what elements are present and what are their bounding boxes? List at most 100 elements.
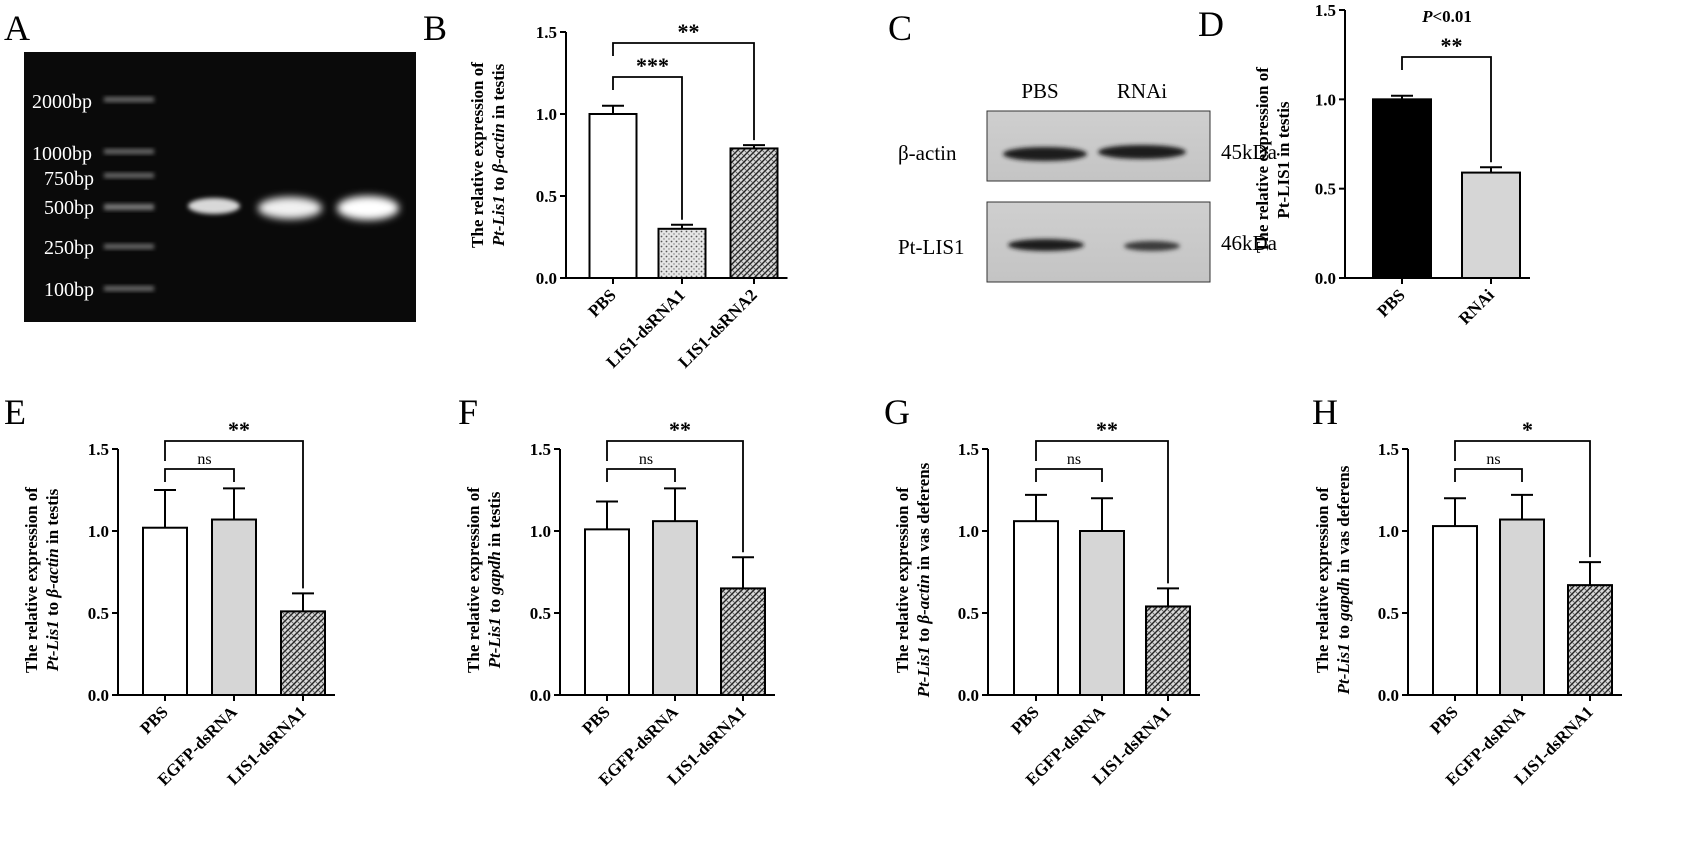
y-tick-label: 0.5 bbox=[1378, 604, 1399, 623]
chart-panel-f: F0.00.51.01.5PBSEGFP-dsRNALIS1-dsRNA1ns*… bbox=[458, 392, 775, 789]
y-axis-label: The relative expression of bbox=[1253, 67, 1272, 253]
ladder-label: 750bp bbox=[44, 168, 94, 190]
category-label: PBS bbox=[1007, 702, 1042, 737]
significance-label: * bbox=[1522, 417, 1533, 442]
row-label: Pt-LIS1 bbox=[898, 235, 965, 259]
y-axis-label: The relative expression of bbox=[22, 487, 41, 673]
significance-bracket bbox=[1454, 440, 1591, 558]
bar bbox=[720, 587, 766, 697]
chart-panel-e: E0.00.51.01.5PBSEGFP-dsRNALIS1-dsRNA1ns*… bbox=[4, 392, 335, 789]
significance-bracket bbox=[1401, 56, 1492, 163]
ladder-labels: 2000bp 1000bp 750bp 500bp 250bp 100bp bbox=[32, 91, 94, 301]
sample-band bbox=[188, 198, 240, 214]
ladder-label: 1000bp bbox=[32, 143, 92, 165]
significance-label: ** bbox=[669, 417, 691, 442]
band-beta-actin-pbs bbox=[1003, 147, 1087, 161]
y-tick-label: 1.0 bbox=[536, 105, 557, 124]
bar bbox=[1499, 518, 1545, 697]
y-tick-label: 0.0 bbox=[530, 686, 551, 705]
y-axis-label: The relative expression of bbox=[468, 62, 487, 248]
significance-label: ns bbox=[1067, 451, 1081, 468]
bar bbox=[729, 147, 779, 279]
y-tick-label: 1.0 bbox=[1315, 90, 1336, 109]
ladder-band bbox=[104, 149, 154, 154]
significance-bracket bbox=[606, 440, 744, 553]
size-label: 45kDa bbox=[1221, 140, 1278, 164]
band-pt-lis1-pbs bbox=[1008, 239, 1084, 251]
category-label: PBS bbox=[1426, 702, 1461, 737]
ladder-label: 2000bp bbox=[32, 91, 92, 113]
y-axis-label: The relative expression of bbox=[893, 487, 912, 673]
y-tick-label: 1.0 bbox=[530, 522, 551, 541]
category-label: PBS bbox=[578, 702, 613, 737]
y-tick-label: 0.0 bbox=[958, 686, 979, 705]
panel-c: C PBS RNAi β-actin Pt-LIS1 45kDa 46kDa bbox=[888, 8, 1278, 283]
y-axis-label: The relative expression of bbox=[1313, 487, 1332, 673]
ladder-label: 100bp bbox=[44, 279, 94, 301]
significance-bracket bbox=[1035, 440, 1169, 584]
y-tick-label: 0.0 bbox=[1378, 686, 1399, 705]
y-tick-label: 0.5 bbox=[530, 604, 551, 623]
significance-bracket bbox=[1454, 468, 1523, 482]
panel-c-letter: C bbox=[888, 8, 912, 48]
significance-label: ** bbox=[1441, 33, 1463, 58]
significance-bracket bbox=[606, 468, 676, 482]
y-tick-label: 0.5 bbox=[536, 187, 557, 206]
ladder-bands bbox=[104, 97, 154, 291]
y-axis-label: Pt-Lis1 to β-actin in testis bbox=[43, 488, 62, 672]
band-beta-actin-rnai bbox=[1098, 145, 1186, 159]
size-label: 46kDa bbox=[1221, 231, 1278, 255]
blot-beta-actin bbox=[986, 110, 1211, 182]
ladder-band bbox=[104, 286, 154, 291]
bar bbox=[652, 520, 698, 696]
y-tick-label: 1.5 bbox=[958, 440, 979, 459]
panel-a-letter: A bbox=[4, 8, 30, 48]
y-tick-label: 0.0 bbox=[536, 269, 557, 288]
gel-image bbox=[24, 52, 416, 322]
significance-label: ** bbox=[228, 417, 250, 442]
y-tick-label: 1.5 bbox=[530, 440, 551, 459]
y-tick-label: 1.5 bbox=[536, 23, 557, 42]
ladder-label: 250bp bbox=[44, 237, 94, 259]
chart-panel-d: D 0.0 0.5 1.0 1.5 PBS RNAi ** P<0.01 The relative… bbox=[1198, 1, 1530, 328]
sample-band bbox=[258, 197, 322, 219]
y-axis-label: The relative expression of bbox=[464, 487, 483, 673]
bar bbox=[657, 227, 707, 280]
category-label: PBS bbox=[136, 702, 171, 737]
panel-letter: B bbox=[423, 8, 447, 48]
significance-label: ** bbox=[1096, 417, 1118, 442]
panel-letter: E bbox=[4, 392, 26, 432]
bar bbox=[588, 113, 638, 279]
y-axis-label: Pt-Lis1 to gapdh in vas deferens bbox=[1334, 465, 1353, 695]
panel-letter: F bbox=[458, 392, 478, 432]
ladder-band bbox=[104, 173, 154, 178]
lane-label: RNAi bbox=[1117, 79, 1167, 103]
y-tick-label: 1.0 bbox=[958, 522, 979, 541]
panel-letter: G bbox=[884, 392, 910, 432]
y-tick-label: 0.5 bbox=[958, 604, 979, 623]
y-tick-label: 1.5 bbox=[1378, 440, 1399, 459]
bar bbox=[584, 528, 630, 696]
panel-letter: H bbox=[1312, 392, 1338, 432]
y-tick-label: 1.0 bbox=[1378, 522, 1399, 541]
y-tick-label: 1.5 bbox=[88, 440, 109, 459]
chart-panel-h: H0.00.51.01.5PBSEGFP-dsRNALIS1-dsRNA1ns*… bbox=[1312, 392, 1622, 789]
ladder-band bbox=[104, 244, 154, 249]
bar bbox=[280, 610, 326, 696]
y-tick-label: 0.5 bbox=[1315, 180, 1336, 199]
significance-label: ** bbox=[678, 19, 700, 44]
y-tick-label: 1.0 bbox=[88, 522, 109, 541]
bar bbox=[1013, 520, 1059, 696]
panel-letter: D bbox=[1198, 4, 1224, 44]
significance-bracket bbox=[612, 42, 755, 141]
panel-a: A 2000bp 1000bp 750bp 500bp 250bp 100bp bbox=[4, 8, 416, 322]
significance-bracket bbox=[164, 440, 304, 589]
y-axis-label: Pt-LIS1 in testis bbox=[1274, 101, 1293, 219]
category-label: PBS bbox=[584, 285, 619, 320]
bar bbox=[142, 526, 188, 696]
category-label: PBS bbox=[1373, 285, 1408, 320]
p-value-annotation: P<0.01 bbox=[1421, 7, 1472, 26]
sample-band bbox=[337, 196, 399, 220]
y-tick-label: 0.0 bbox=[88, 686, 109, 705]
bar bbox=[1145, 605, 1191, 696]
